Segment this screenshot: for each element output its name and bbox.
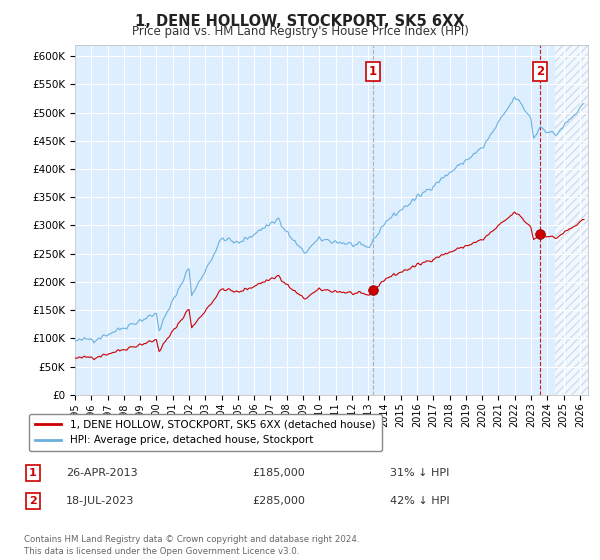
Text: 1, DENE HOLLOW, STOCKPORT, SK5 6XX: 1, DENE HOLLOW, STOCKPORT, SK5 6XX [135, 14, 465, 29]
Text: £285,000: £285,000 [252, 496, 305, 506]
Text: Price paid vs. HM Land Registry's House Price Index (HPI): Price paid vs. HM Land Registry's House … [131, 25, 469, 38]
Text: 2: 2 [29, 496, 37, 506]
Text: 2: 2 [536, 64, 544, 77]
Bar [556, 45, 588, 395]
Text: 1: 1 [29, 468, 37, 478]
Text: 26-APR-2013: 26-APR-2013 [66, 468, 137, 478]
Text: 1: 1 [369, 64, 377, 77]
Text: Contains HM Land Registry data © Crown copyright and database right 2024.
This d: Contains HM Land Registry data © Crown c… [24, 535, 359, 556]
Text: 18-JUL-2023: 18-JUL-2023 [66, 496, 134, 506]
Legend: 1, DENE HOLLOW, STOCKPORT, SK5 6XX (detached house), HPI: Average price, detache: 1, DENE HOLLOW, STOCKPORT, SK5 6XX (deta… [29, 414, 382, 451]
Text: 42% ↓ HPI: 42% ↓ HPI [390, 496, 449, 506]
Text: 31% ↓ HPI: 31% ↓ HPI [390, 468, 449, 478]
Text: £185,000: £185,000 [252, 468, 305, 478]
